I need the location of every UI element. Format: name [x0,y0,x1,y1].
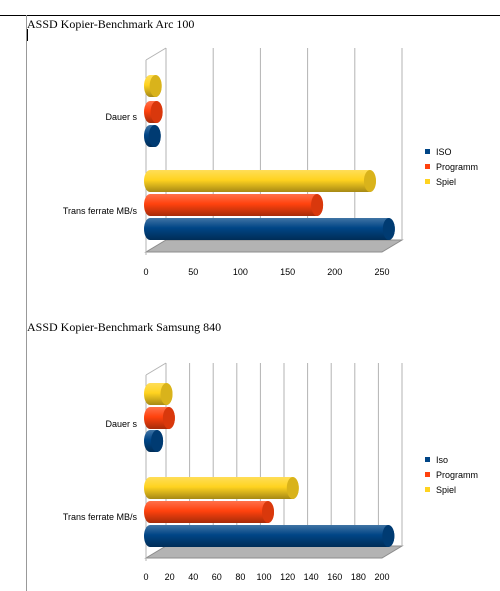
chart-floor [144,545,404,559]
legend-label: Spiel [436,177,456,187]
axis-wall-edge [145,47,167,61]
x-tick-label: 150 [280,267,295,277]
x-tick-label: 160 [327,572,342,582]
bar-cap [363,170,376,192]
bar [144,477,299,499]
bar-cap [151,430,164,452]
page-top-border [0,15,500,16]
bar-body [144,477,299,499]
bar [144,525,395,547]
bar-cap [149,75,162,97]
bar-cap [162,407,175,429]
legend-swatch [425,472,430,477]
bar-cap [382,218,395,240]
bar-body [144,194,324,216]
legend-swatch [425,149,430,154]
category-label: Dauer s [105,419,137,429]
x-tick-label: 60 [212,572,222,582]
x-tick-label: 140 [304,572,319,582]
x-tick-label: 100 [233,267,248,277]
bar-cap [262,501,274,523]
bar [144,194,324,216]
x-tick-label: 0 [143,572,148,582]
bar [144,75,162,97]
bar [144,218,395,240]
bar [144,101,163,123]
text-cursor [27,29,28,41]
category-label: Dauer s [105,112,137,122]
bar [144,383,173,405]
chart-title: ASSD Kopier-Benchmark Samsung 840 [27,320,222,334]
x-tick-label: 200 [327,267,342,277]
chart-arc-100: Dauer s Trans ferrate MB/s 0 50 100 150 200 250… [63,47,478,277]
bar [144,125,161,147]
legend-swatch [425,179,430,184]
x-tick-label: 80 [235,572,245,582]
x-tick-label: 50 [188,267,198,277]
legend-label: Iso [436,455,448,465]
bar-cap [150,101,163,123]
bar-cap [286,477,299,499]
bar-cap [382,525,395,547]
axis-wall-edge [145,362,167,376]
bar [144,430,164,452]
x-tick-label: 200 [374,572,389,582]
legend-swatch [425,457,430,462]
bar [144,501,274,523]
x-tick-label: 40 [188,572,198,582]
chart-title: ASSD Kopier-Benchmark Arc 100 [27,17,195,31]
x-tick-label: 0 [143,267,148,277]
x-tick-label: 250 [374,267,389,277]
legend-swatch [425,164,430,169]
chart-samsung-840: Dauer s Trans ferrate MB/s 0 20 40 60 80 100 120… [63,362,478,582]
x-tick-label: 120 [280,572,295,582]
x-tick-label: 100 [256,572,271,582]
legend-label: Programm [436,162,478,172]
chart-floor [144,239,404,253]
legend-swatch [425,487,430,492]
bar-cap [311,194,324,216]
category-label: Trans ferrate MB/s [63,206,138,216]
x-tick-label: 20 [165,572,175,582]
bar [144,407,175,429]
category-label: Trans ferrate MB/s [63,512,138,522]
x-tick-label: 180 [351,572,366,582]
legend-label: ISO [436,147,452,157]
bar-body [144,525,395,547]
bar [144,170,376,192]
bar-body [144,218,395,240]
legend-label: Spiel [436,485,456,495]
bar-body [144,170,376,192]
page-left-border [26,15,27,591]
bar-body [144,501,274,523]
legend-label: Programm [436,470,478,480]
bar-cap [160,383,173,405]
bar-cap [148,125,161,147]
